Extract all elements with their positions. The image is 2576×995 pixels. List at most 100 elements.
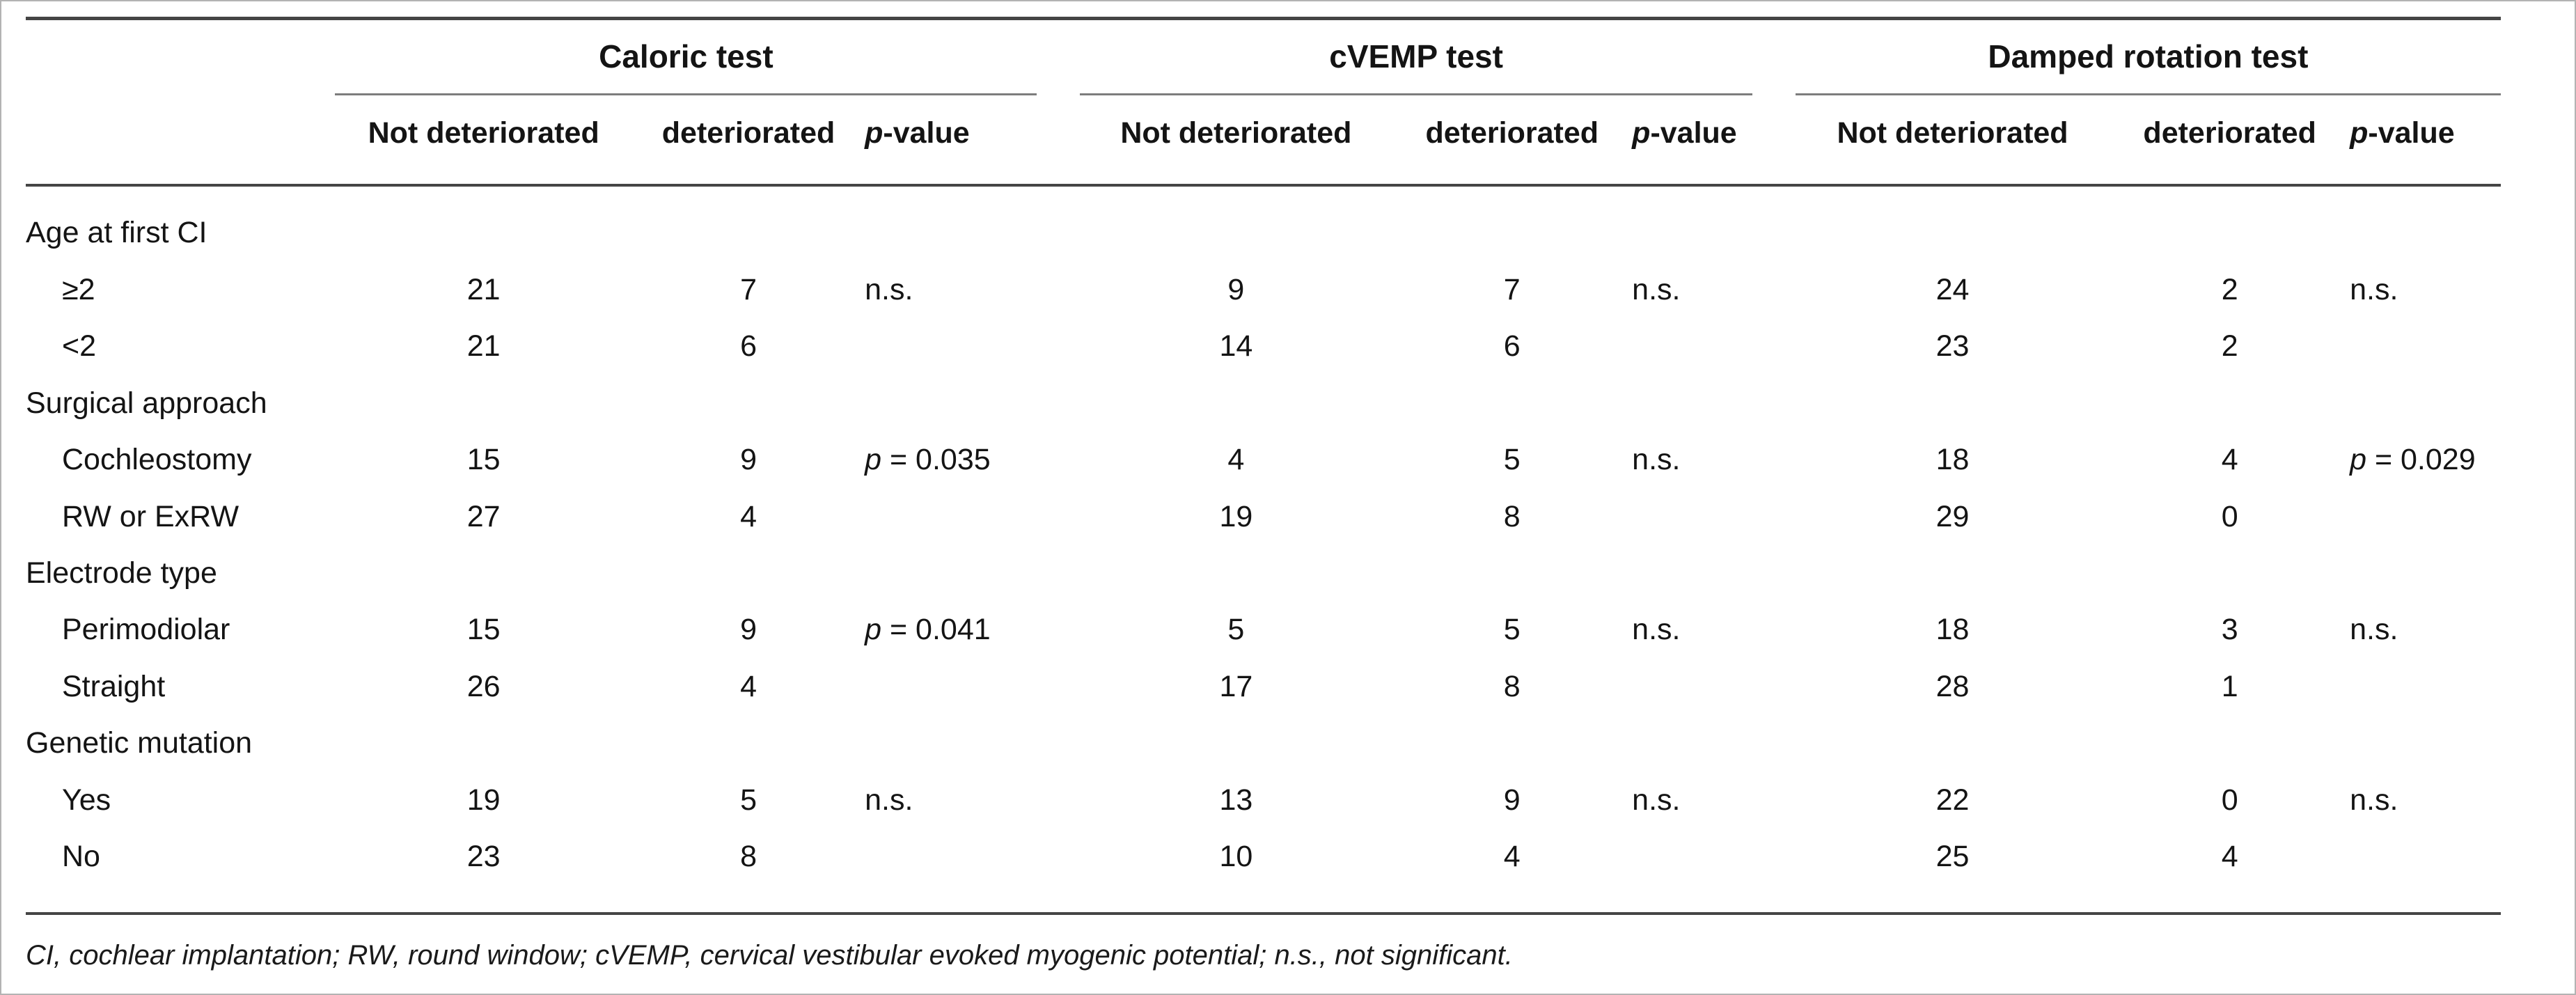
cell-cvemp-p: n.s. bbox=[1632, 613, 1681, 647]
cell-damped-p bbox=[2350, 318, 2501, 375]
cell-caloric-d: 9 bbox=[740, 613, 757, 647]
cell-caloric-p bbox=[865, 489, 1080, 545]
cell-caloric-nd: 15 bbox=[466, 443, 501, 477]
cell-cvemp-p: n.s. bbox=[1632, 443, 1681, 477]
column-header-row: Not deteriorated deteriorated p-value No… bbox=[26, 95, 2501, 187]
cell-damped-p bbox=[2350, 659, 2501, 715]
col-header-damped-not-deteriorated: Not deteriorated bbox=[1795, 95, 2110, 187]
cell-caloric-nd: 19 bbox=[466, 783, 501, 817]
col-header-cvemp-p-value: p-value bbox=[1632, 95, 1796, 187]
row-label: Yes bbox=[62, 783, 111, 817]
cell-caloric-d: 5 bbox=[740, 783, 757, 817]
cell-damped-nd: 24 bbox=[1935, 272, 1970, 306]
section-label: Age at first CI bbox=[26, 216, 207, 250]
cell-caloric-p: n.s. bbox=[865, 272, 913, 306]
cell-cvemp-nd: 9 bbox=[1227, 272, 1245, 306]
cell-caloric-d: 9 bbox=[740, 443, 757, 477]
row-label: Straight bbox=[62, 669, 166, 703]
table-row: RW or ExRW 27 4 19 8 29 0 bbox=[26, 489, 2501, 545]
section-row-surgical-approach: Surgical approach bbox=[26, 375, 2501, 432]
cell-cvemp-d: 6 bbox=[1503, 329, 1521, 363]
row-label: Perimodiolar bbox=[62, 613, 230, 647]
cell-damped-nd: 28 bbox=[1935, 669, 1970, 703]
cell-caloric-nd: 15 bbox=[466, 613, 501, 647]
col-header-damped-p-value: p-value bbox=[2350, 95, 2501, 187]
cell-damped-d: 3 bbox=[2221, 613, 2238, 647]
cell-cvemp-p: n.s. bbox=[1632, 783, 1681, 817]
cell-cvemp-nd: 17 bbox=[1219, 669, 1253, 703]
cell-caloric-p bbox=[865, 829, 1081, 915]
cell-caloric-p bbox=[865, 318, 1080, 375]
cell-damped-d: 1 bbox=[2221, 669, 2238, 703]
cell-damped-p bbox=[2350, 829, 2501, 915]
row-label: RW or ExRW bbox=[62, 499, 239, 533]
cell-caloric-d: 4 bbox=[740, 499, 757, 533]
row-label: No bbox=[26, 829, 336, 915]
cell-damped-nd: 18 bbox=[1935, 443, 1970, 477]
cell-cvemp-nd: 10 bbox=[1080, 829, 1392, 915]
cell-damped-d: 0 bbox=[2221, 499, 2238, 533]
cell-caloric-nd: 27 bbox=[466, 499, 501, 533]
cell-damped-nd: 25 bbox=[1795, 829, 2110, 915]
table-row: Yes 19 5 n.s. 13 9 n.s. 22 0 n.s. bbox=[26, 772, 2501, 829]
row-label: Cochleostomy bbox=[62, 443, 252, 477]
cell-cvemp-p bbox=[1632, 829, 1796, 915]
cell-damped-d: 0 bbox=[2221, 783, 2238, 817]
table-row: Perimodiolar 15 9 p = 0.041 5 5 n.s. 18 … bbox=[26, 602, 2501, 658]
cell-caloric-p bbox=[865, 659, 1080, 715]
cell-damped-nd: 18 bbox=[1935, 613, 1970, 647]
section-row-electrode-type: Electrode type bbox=[26, 545, 2501, 602]
cell-caloric-d: 7 bbox=[740, 272, 757, 306]
cell-caloric-p: p = 0.035 bbox=[865, 443, 991, 477]
cell-damped-p: n.s. bbox=[2350, 783, 2398, 817]
col-header-cvemp-deteriorated: deteriorated bbox=[1392, 95, 1633, 187]
section-label: Surgical approach bbox=[26, 386, 267, 420]
cell-damped-d: 2 bbox=[2221, 329, 2238, 363]
col-header-caloric-p-value: p-value bbox=[865, 95, 1081, 187]
cell-cvemp-nd: 14 bbox=[1219, 329, 1253, 363]
group-header-damped-rotation-label: Damped rotation test bbox=[1795, 38, 2501, 95]
col-header-damped-deteriorated: deteriorated bbox=[2110, 95, 2350, 187]
cell-caloric-p: n.s. bbox=[865, 783, 913, 817]
cell-cvemp-p: n.s. bbox=[1632, 272, 1681, 306]
section-label: Genetic mutation bbox=[26, 726, 253, 760]
row-label: <2 bbox=[62, 329, 97, 363]
table-row: Straight 26 4 17 8 28 1 bbox=[26, 659, 2501, 715]
cell-damped-p: n.s. bbox=[2350, 272, 2398, 306]
cell-damped-d: 4 bbox=[2110, 829, 2350, 915]
cell-damped-nd: 29 bbox=[1935, 499, 1970, 533]
cell-damped-p: p = 0.029 bbox=[2350, 443, 2476, 477]
section-row-age-at-first-ci: Age at first CI bbox=[26, 185, 2501, 261]
cell-cvemp-p bbox=[1632, 659, 1796, 715]
cell-cvemp-d: 5 bbox=[1503, 443, 1521, 477]
cell-cvemp-d: 9 bbox=[1503, 783, 1521, 817]
cell-cvemp-nd: 13 bbox=[1219, 783, 1253, 817]
section-row-genetic-mutation: Genetic mutation bbox=[26, 715, 2501, 771]
cell-cvemp-d: 4 bbox=[1392, 829, 1633, 915]
section-label: Electrode type bbox=[26, 556, 217, 590]
cell-cvemp-d: 7 bbox=[1503, 272, 1521, 306]
col-header-caloric-deteriorated: deteriorated bbox=[631, 95, 865, 187]
table-footnote: CI, cochlear implantation; RW, round win… bbox=[26, 939, 1513, 971]
table-row: ≥2 21 7 n.s. 9 7 n.s. 24 2 n.s. bbox=[26, 262, 2501, 318]
cell-cvemp-nd: 19 bbox=[1219, 499, 1253, 533]
group-header-damped-rotation: Damped rotation test bbox=[1795, 19, 2501, 95]
group-header-cvemp: cVEMP test bbox=[1080, 19, 1795, 95]
table-row: No 23 8 10 4 25 4 bbox=[26, 829, 2501, 915]
cell-damped-nd: 23 bbox=[1935, 329, 1970, 363]
cell-caloric-nd: 26 bbox=[466, 669, 501, 703]
vestibular-results-table: Caloric test cVEMP test Damped rotation … bbox=[26, 17, 2501, 915]
cell-caloric-p: p = 0.041 bbox=[865, 613, 991, 647]
cell-damped-p: n.s. bbox=[2350, 613, 2398, 647]
cell-cvemp-p bbox=[1632, 318, 1796, 375]
cell-cvemp-nd: 5 bbox=[1227, 613, 1245, 647]
col-header-cvemp-not-deteriorated: Not deteriorated bbox=[1080, 95, 1392, 187]
cell-damped-d: 2 bbox=[2221, 272, 2238, 306]
cell-cvemp-d: 5 bbox=[1503, 613, 1521, 647]
cell-cvemp-d: 8 bbox=[1503, 499, 1521, 533]
table-wrapper: Caloric test cVEMP test Damped rotation … bbox=[26, 17, 2501, 971]
group-header-row: Caloric test cVEMP test Damped rotation … bbox=[26, 19, 2501, 95]
group-header-caloric: Caloric test bbox=[335, 19, 1080, 95]
cell-cvemp-d: 8 bbox=[1503, 669, 1521, 703]
